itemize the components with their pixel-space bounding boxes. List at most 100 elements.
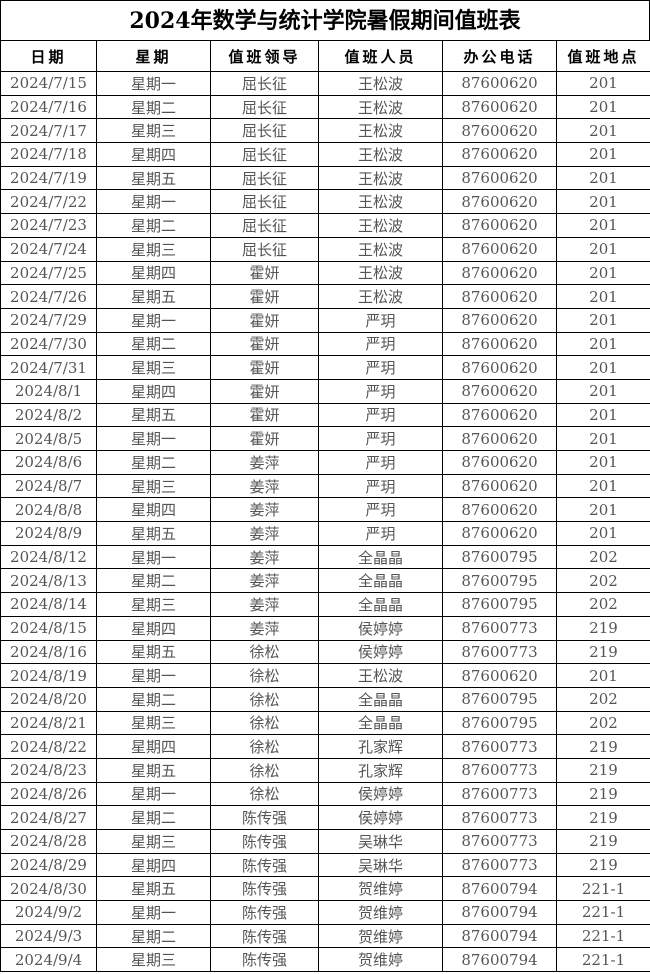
staff-cell: 王松波 — [318, 118, 443, 144]
date-cell: 2024/8/12 — [0, 544, 97, 570]
phone-cell: 87600620 — [442, 189, 557, 215]
leader-cell: 霍妍 — [210, 378, 319, 404]
table-row: 2024/7/22 星期一 屈长征 王松波 87600620 201 — [0, 189, 650, 215]
staff-cell: 孔家辉 — [318, 757, 443, 783]
table-row: 2024/7/16 星期二 屈长征 王松波 87600620 201 — [0, 94, 650, 120]
weekday-cell: 星期五 — [96, 639, 211, 665]
table-row: 2024/8/15 星期四 姜萍 侯婷婷 87600773 219 — [0, 615, 650, 641]
leader-cell: 徐松 — [210, 686, 319, 712]
weekday-cell: 星期五 — [96, 521, 211, 546]
table-row: 2024/7/31 星期三 霍妍 严玥 87600620 201 — [0, 355, 650, 380]
location-cell: 219 — [556, 805, 650, 830]
leader-cell: 姜萍 — [210, 473, 319, 499]
table-row: 2024/8/5 星期一 霍妍 严玥 87600620 201 — [0, 426, 650, 451]
location-cell: 201 — [556, 94, 650, 120]
table-row: 2024/8/9 星期五 姜萍 严玥 87600620 201 — [0, 521, 650, 546]
location-cell: 202 — [556, 592, 650, 617]
leader-cell: 徐松 — [210, 710, 319, 736]
leader-cell: 姜萍 — [210, 592, 319, 617]
staff-cell: 严玥 — [318, 473, 443, 499]
table-row: 2024/7/15 星期一 屈长征 王松波 87600620 201 — [0, 71, 650, 96]
leader-cell: 姜萍 — [210, 450, 319, 475]
table-row: 2024/8/16 星期五 徐松 侯婷婷 87600773 219 — [0, 639, 650, 665]
date-cell: 2024/7/15 — [0, 71, 97, 96]
table-row: 2024/8/30 星期五 陈传强 贺维婷 87600794 221-1 — [0, 876, 650, 902]
table-row: 2024/8/1 星期四 霍妍 严玥 87600620 201 — [0, 378, 650, 404]
phone-cell: 87600620 — [442, 71, 557, 96]
staff-cell: 严玥 — [318, 450, 443, 475]
phone-cell: 87600795 — [442, 710, 557, 736]
date-cell: 2024/8/5 — [0, 426, 97, 451]
staff-cell: 王松波 — [318, 663, 443, 688]
phone-cell: 87600794 — [442, 947, 557, 973]
location-cell: 202 — [556, 686, 650, 712]
location-cell: 201 — [556, 521, 650, 546]
phone-cell: 87600620 — [442, 426, 557, 451]
date-cell: 2024/8/13 — [0, 568, 97, 594]
date-cell: 2024/7/23 — [0, 213, 97, 238]
table-row: 2024/7/25 星期四 霍妍 王松波 87600620 201 — [0, 260, 650, 286]
date-cell: 2024/8/27 — [0, 805, 97, 830]
table-row: 2024/8/19 星期一 徐松 王松波 87600620 201 — [0, 663, 650, 688]
table-row: 2024/8/13 星期二 姜萍 全晶晶 87600795 202 — [0, 568, 650, 594]
table-row: 2024/8/23 星期五 徐松 孔家辉 87600773 219 — [0, 757, 650, 783]
phone-cell: 87600795 — [442, 544, 557, 570]
phone-cell: 87600773 — [442, 829, 557, 854]
table-row: 2024/9/2 星期一 陈传强 贺维婷 87600794 221-1 — [0, 900, 650, 925]
staff-cell: 王松波 — [318, 236, 443, 262]
location-cell: 201 — [556, 450, 650, 475]
location-cell: 219 — [556, 734, 650, 759]
weekday-cell: 星期一 — [96, 189, 211, 215]
weekday-cell: 星期四 — [96, 852, 211, 878]
location-cell: 221-1 — [556, 947, 650, 973]
staff-cell: 侯婷婷 — [318, 615, 443, 641]
leader-cell: 屈长征 — [210, 189, 319, 215]
table-row: 2024/8/12 星期一 姜萍 全晶晶 87600795 202 — [0, 544, 650, 570]
location-cell: 219 — [556, 639, 650, 665]
location-cell: 219 — [556, 829, 650, 854]
weekday-cell: 星期二 — [96, 805, 211, 830]
location-cell: 219 — [556, 852, 650, 878]
staff-cell: 贺维婷 — [318, 900, 443, 925]
weekday-cell: 星期一 — [96, 307, 211, 333]
table-row: 2024/7/17 星期三 屈长征 王松波 87600620 201 — [0, 118, 650, 144]
location-cell: 201 — [556, 426, 650, 451]
date-cell: 2024/8/16 — [0, 639, 97, 665]
staff-cell: 王松波 — [318, 260, 443, 286]
leader-cell: 霍妍 — [210, 402, 319, 428]
location-cell: 201 — [556, 331, 650, 357]
table-row: 2024/8/14 星期三 姜萍 全晶晶 87600795 202 — [0, 592, 650, 617]
table-row: 2024/7/30 星期二 霍妍 严玥 87600620 201 — [0, 331, 650, 357]
staff-cell: 王松波 — [318, 142, 443, 167]
header-row: 日期 星期 值班领导 值班人员 办公电话 值班地点 — [0, 40, 650, 72]
staff-cell: 严玥 — [318, 521, 443, 546]
staff-cell: 全晶晶 — [318, 710, 443, 736]
table-row: 2024/8/22 星期四 徐松 孔家辉 87600773 219 — [0, 734, 650, 759]
staff-cell: 王松波 — [318, 165, 443, 191]
leader-cell: 陈传强 — [210, 947, 319, 973]
location-cell: 201 — [556, 497, 650, 523]
location-cell: 201 — [556, 165, 650, 191]
weekday-cell: 星期三 — [96, 236, 211, 262]
weekday-cell: 星期二 — [96, 331, 211, 357]
staff-cell: 王松波 — [318, 71, 443, 96]
leader-cell: 霍妍 — [210, 307, 319, 333]
phone-cell: 87600773 — [442, 734, 557, 759]
table-row: 2024/7/18 星期四 屈长征 王松波 87600620 201 — [0, 142, 650, 167]
table-row: 2024/7/29 星期一 霍妍 严玥 87600620 201 — [0, 307, 650, 333]
phone-cell: 87600773 — [442, 757, 557, 783]
staff-cell: 侯婷婷 — [318, 805, 443, 830]
location-cell: 201 — [556, 189, 650, 215]
leader-cell: 屈长征 — [210, 213, 319, 238]
weekday-cell: 星期三 — [96, 947, 211, 973]
leader-cell: 屈长征 — [210, 165, 319, 191]
staff-cell: 全晶晶 — [318, 568, 443, 594]
header-leader: 值班领导 — [210, 40, 319, 72]
table-row: 2024/8/27 星期二 陈传强 侯婷婷 87600773 219 — [0, 805, 650, 830]
weekday-cell: 星期二 — [96, 568, 211, 594]
leader-cell: 徐松 — [210, 781, 319, 807]
location-cell: 202 — [556, 710, 650, 736]
table-row: 2024/9/4 星期三 陈传强 贺维婷 87600794 221-1 — [0, 947, 650, 973]
table-row: 2024/8/26 星期一 徐松 侯婷婷 87600773 219 — [0, 781, 650, 807]
date-cell: 2024/8/26 — [0, 781, 97, 807]
